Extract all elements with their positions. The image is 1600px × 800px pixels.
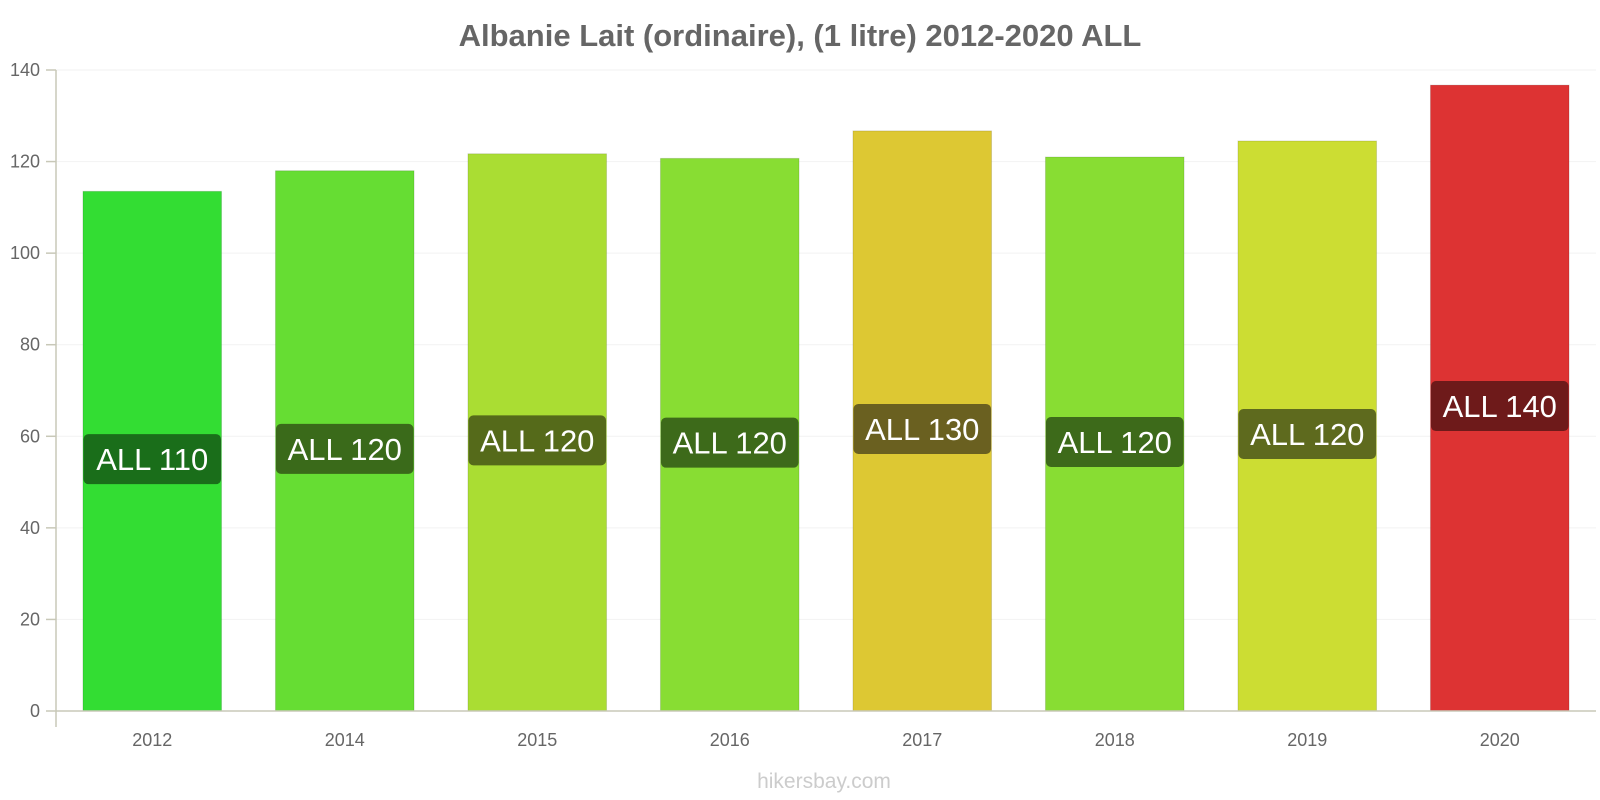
y-tick-label: 100 [10,243,40,263]
data-label: ALL 130 [865,412,979,447]
y-tick-label: 20 [20,609,40,629]
x-tick-label: 2016 [710,730,750,750]
y-axis-ticks: 0 20 40 60 80 100 120 140 [10,60,56,721]
data-label: ALL 110 [96,442,208,477]
credit-text: hikersbay.com [757,770,891,793]
data-label-box [275,423,414,474]
data-label: ALL 120 [1058,425,1172,460]
y-tick-label: 80 [20,335,40,355]
x-tick-label: 2015 [517,730,557,750]
data-label: ALL 120 [1250,417,1364,452]
y-tick-label: 0 [30,701,40,721]
x-tick-label: 2012 [132,730,172,750]
x-axis-categories: 2012 2014 2015 2016 2017 2018 2019 2020 [132,730,1520,750]
data-label-box [1238,408,1377,459]
y-tick-label: 120 [10,152,40,172]
bars [82,84,1570,712]
data-label: ALL 120 [288,432,402,467]
data-label: ALL 140 [1443,389,1557,424]
x-tick-label: 2020 [1480,730,1520,750]
data-label: ALL 120 [480,423,594,458]
x-tick-label: 2017 [902,730,942,750]
data-label-box [853,403,992,454]
data-label-box [1045,416,1184,467]
chart-title: Albanie Lait (ordinaire), (1 litre) 2012… [459,18,1142,53]
data-label-box [1430,381,1569,432]
data-label-box [468,415,607,466]
data-label: ALL 120 [673,426,787,461]
data-labels: ALL 110 ALL 120 ALL 120 ALL 120 ALL 130 ALL 1… [83,381,1569,485]
data-label-box [83,434,222,485]
y-tick-label: 140 [10,60,40,80]
data-label-box [660,417,799,468]
x-tick-label: 2019 [1287,730,1327,750]
y-tick-label: 60 [20,426,40,446]
x-tick-label: 2014 [325,730,365,750]
y-tick-label: 40 [20,518,40,538]
x-tick-label: 2018 [1095,730,1135,750]
